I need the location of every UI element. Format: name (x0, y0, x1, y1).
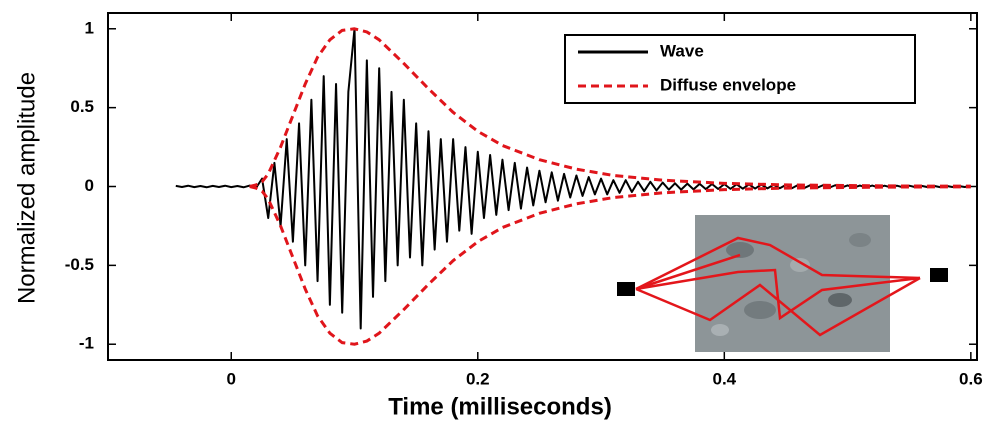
y-tick-label: 0.5 (70, 97, 94, 116)
legend-box (564, 34, 916, 104)
x-tick-label: 0.4 (712, 369, 736, 388)
x-tick-label: 0 (227, 369, 236, 388)
x-tick-label: 0.2 (466, 369, 490, 388)
series-line-lower (249, 185, 971, 346)
legend-label: Diffuse envelope (660, 75, 796, 94)
legend: Wave Diffuse envelope (578, 41, 796, 94)
y-axis-label: Normalized amplitude (13, 72, 40, 304)
y-tick-label: 1 (85, 18, 94, 37)
y-tick-label: -0.5 (65, 255, 94, 274)
x-axis-label: Time (milliseconds) (388, 393, 612, 420)
y-tick-label: 0 (85, 176, 94, 195)
x-tick-label: 0.6 (959, 369, 983, 388)
legend-label: Wave (660, 41, 704, 60)
plot-area: 1 0.5 0 -0.5 -1 0 0.2 0.4 0.6 (65, 12, 983, 388)
series-line (249, 27, 971, 188)
inset-photo (617, 215, 948, 352)
plot-frame (107, 12, 978, 361)
y-tick-label: -1 (79, 334, 94, 353)
